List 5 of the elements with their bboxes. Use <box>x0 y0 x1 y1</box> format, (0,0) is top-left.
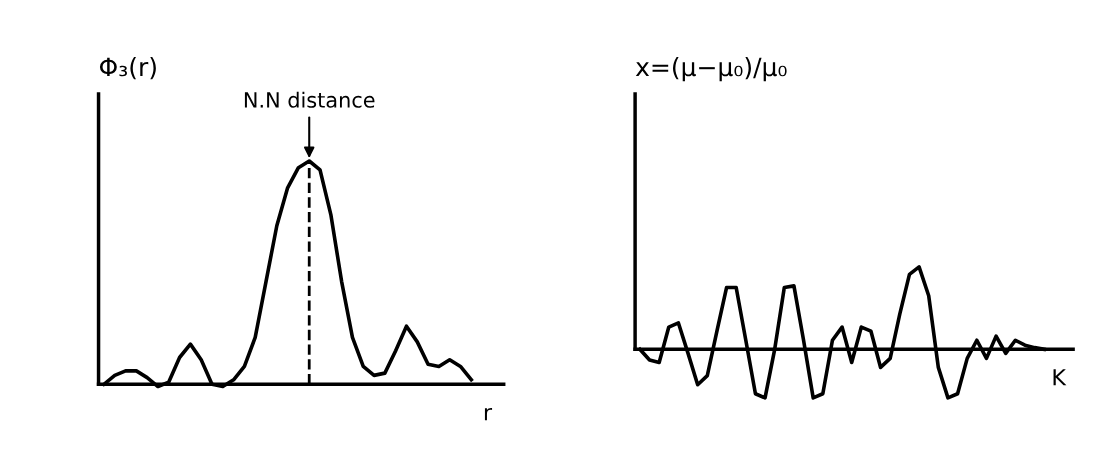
x-axis-title: r <box>484 407 493 421</box>
x-axis-title: K <box>1053 369 1067 386</box>
y-axis-title: Φ₃(r) <box>99 57 156 80</box>
y-axis-title: x=(μ−μ₀)/μ₀ <box>635 57 787 82</box>
text: N.N distance <box>244 91 375 108</box>
